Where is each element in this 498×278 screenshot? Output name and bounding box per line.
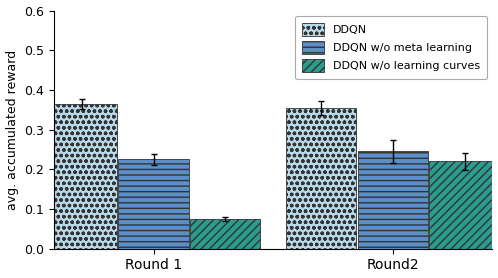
Legend: DDQN, DDQN w/o meta learning, DDQN w/o learning curves: DDQN, DDQN w/o meta learning, DDQN w/o l… xyxy=(295,16,487,79)
Bar xyxy=(119,159,189,249)
Bar xyxy=(429,162,498,249)
Bar xyxy=(190,219,260,249)
Y-axis label: avg. accumulated reward: avg. accumulated reward xyxy=(5,49,18,210)
Bar xyxy=(286,108,356,249)
Bar xyxy=(358,152,428,249)
Bar xyxy=(47,104,117,249)
